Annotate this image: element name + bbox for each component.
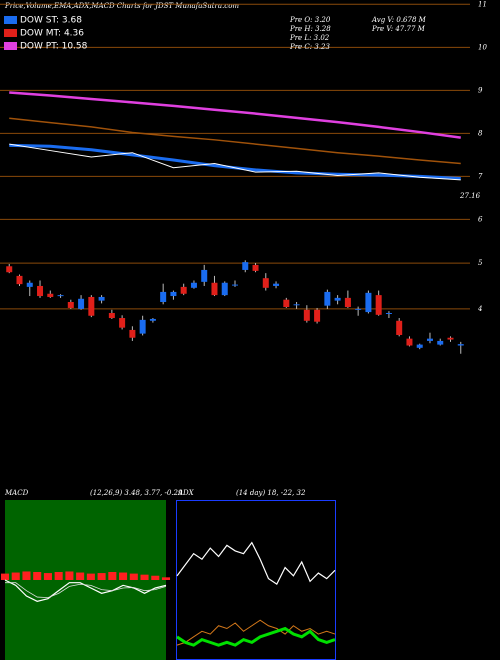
candle-body	[355, 308, 362, 310]
candle-body	[149, 318, 156, 321]
histogram-bar	[33, 572, 42, 580]
candle-body	[119, 318, 126, 328]
histogram-bar	[140, 574, 149, 580]
candle-body	[396, 320, 403, 335]
y-tick-label: 9	[478, 86, 483, 94]
candle-body	[139, 319, 146, 334]
macd-title: MACD	[4, 489, 29, 497]
legend-label: DOW ST: 3.68	[20, 16, 82, 26]
histogram-bar	[65, 571, 74, 580]
candle-body	[170, 291, 177, 297]
y-tick-label: 6	[478, 215, 483, 223]
histogram-bar	[86, 573, 95, 580]
adx-subtitle: (14 day) 18, -22, 32	[236, 489, 306, 497]
candle-body	[180, 286, 187, 294]
candle-body	[190, 282, 197, 288]
legend-swatch	[4, 16, 17, 24]
candle-body	[437, 340, 444, 345]
chart-title: Price,Volume,EMA,ADX,MACD Charts for JDS…	[4, 2, 239, 10]
series-line	[176, 626, 336, 647]
legend-swatch	[4, 42, 17, 50]
histogram-bar	[11, 572, 20, 580]
candle-body	[303, 309, 310, 321]
info-label: Avg V: 0.678 M	[371, 16, 427, 24]
candle-body	[232, 284, 238, 286]
y-tick-label: 5	[478, 259, 483, 267]
candle-body	[385, 312, 392, 314]
candle-body	[252, 264, 259, 271]
candle-body	[242, 262, 249, 270]
legend-label: DOW PT: 10.58	[20, 42, 88, 52]
candle-body	[283, 299, 290, 308]
candle-body	[457, 344, 464, 346]
candle-body	[37, 285, 44, 297]
histogram-bar	[161, 577, 171, 580]
candle-body	[201, 269, 208, 282]
candle-body	[314, 309, 321, 322]
candle-body	[160, 291, 167, 302]
info-label: Pre L: 3.02	[289, 34, 330, 42]
candle-body	[211, 282, 218, 296]
candle-body	[108, 312, 115, 319]
candle-body	[416, 344, 423, 348]
histogram-bar	[76, 572, 85, 580]
series-line	[4, 579, 167, 602]
candle-body	[221, 282, 228, 296]
candle-body	[293, 304, 300, 306]
candle-body	[447, 337, 454, 340]
series-line	[9, 143, 461, 181]
series-line	[9, 117, 461, 165]
histogram-bar	[43, 573, 52, 580]
macd-subtitle: (12,26,9) 3.48, 3.77, -0.29	[90, 489, 183, 497]
candle-body	[334, 297, 341, 301]
candle-body	[426, 338, 433, 341]
histogram-bar	[108, 572, 117, 580]
y-tick-label: 11	[478, 0, 487, 8]
annotation: 27.16	[459, 192, 481, 200]
candle-body	[16, 275, 23, 285]
histogram-bar	[54, 572, 63, 580]
candle-body	[88, 296, 95, 316]
candle-body	[67, 302, 74, 308]
info-label: Pre H: 3.28	[289, 25, 331, 33]
legend-swatch	[4, 29, 17, 37]
series-line	[9, 91, 461, 139]
histogram-bar	[119, 572, 128, 580]
macd-panel	[5, 500, 166, 660]
histogram-bar	[0, 573, 10, 580]
info-label: Pre O: 3.20	[289, 16, 331, 24]
series-line	[176, 619, 336, 646]
candle-body	[47, 293, 54, 297]
candle-body	[57, 295, 64, 297]
candle-body	[375, 295, 382, 315]
adx-title: ADX	[177, 489, 195, 497]
y-tick-label: 4	[477, 305, 482, 313]
histogram-bar	[97, 573, 106, 580]
candle-body	[262, 278, 269, 288]
candle-body	[98, 296, 105, 301]
series-line	[9, 143, 461, 181]
candle-body	[365, 292, 372, 313]
candle-body	[406, 338, 413, 346]
candle-body	[129, 329, 136, 338]
info-label: Pre V: 47.77 M	[371, 25, 426, 33]
y-tick-label: 10	[478, 43, 487, 51]
histogram-bar	[22, 571, 31, 580]
y-tick-label: 7	[478, 172, 483, 180]
histogram-bar	[151, 575, 160, 580]
legend-label: DOW MT: 4.36	[20, 29, 84, 39]
series-line	[176, 541, 336, 586]
info-label: Pre C: 3.23	[289, 43, 330, 51]
candle-body	[78, 298, 85, 309]
y-tick-label: 8	[478, 129, 483, 137]
candle-body	[6, 266, 13, 273]
candle-body	[26, 282, 33, 287]
candle-body	[344, 297, 351, 308]
series-line	[5, 582, 167, 599]
candle-body	[273, 283, 280, 286]
candle-body	[324, 291, 331, 306]
histogram-bar	[129, 573, 138, 580]
